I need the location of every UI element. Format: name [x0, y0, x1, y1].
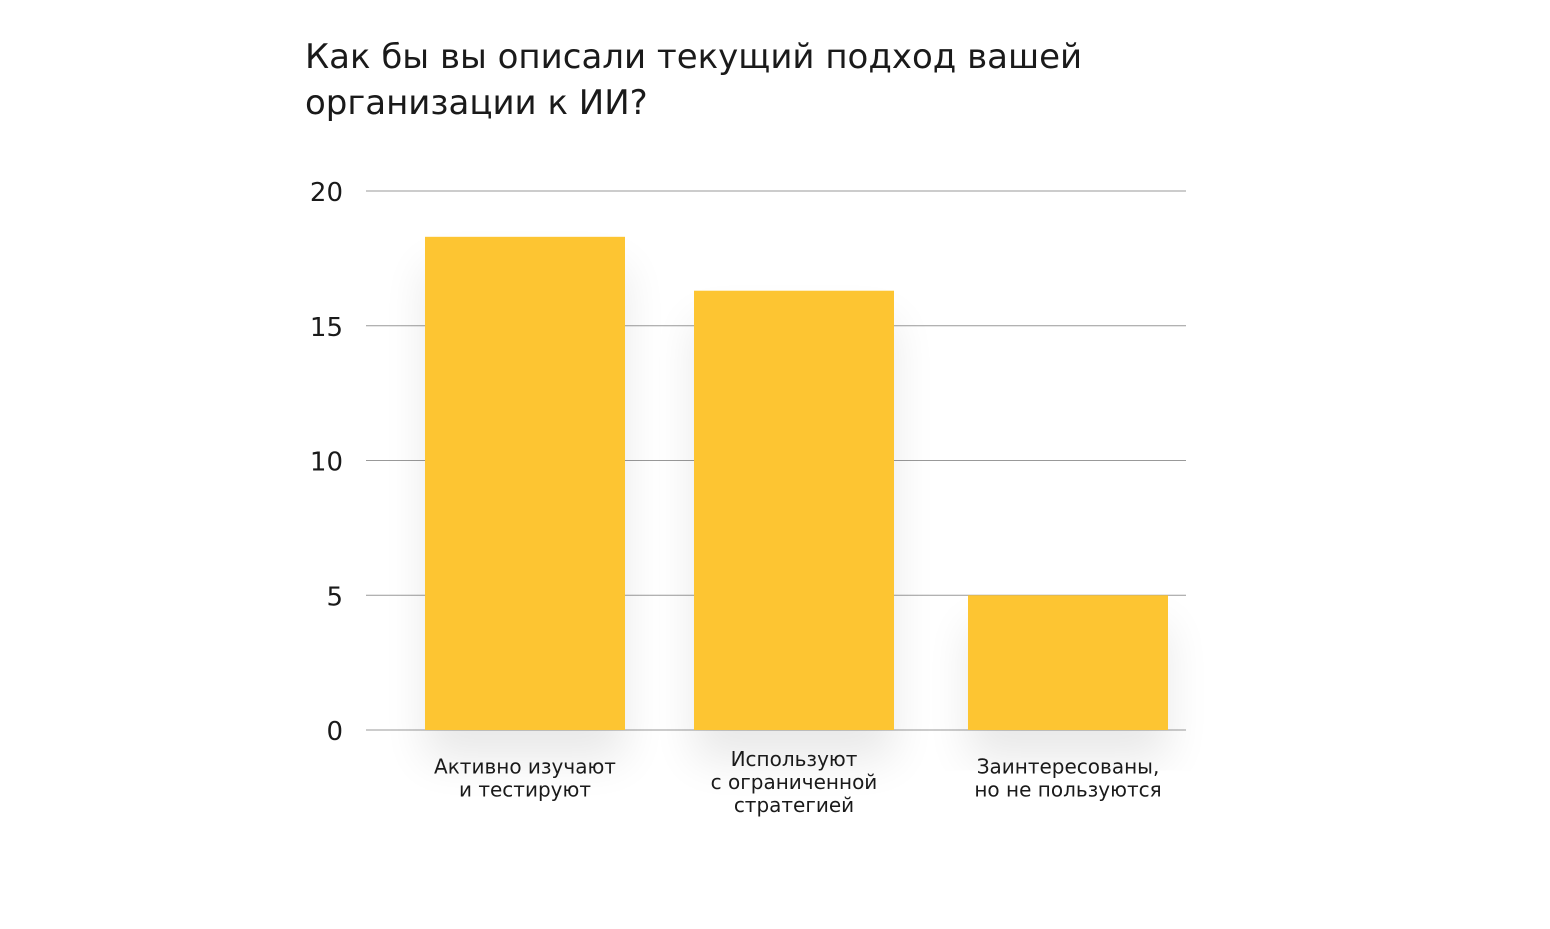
- y-tick-label: 15: [310, 313, 343, 343]
- y-tick-label: 20: [310, 178, 343, 208]
- category-label-line: Активно изучают: [434, 755, 616, 779]
- category-label-line: и тестируют: [459, 778, 591, 802]
- category-label-line: но не пользуются: [974, 778, 1161, 802]
- y-tick-label: 10: [310, 448, 343, 478]
- category-label-line: Заинтересованы,: [977, 755, 1160, 779]
- category-label: Заинтересованы,но не пользуются: [974, 755, 1161, 802]
- y-tick-label: 5: [326, 582, 343, 612]
- category-label-line: стратегией: [734, 793, 854, 817]
- bar: [425, 236, 625, 730]
- bars: [425, 236, 1168, 730]
- bar: [694, 290, 894, 730]
- chart-title: Как бы вы описали текущий подход вашей о…: [305, 37, 1083, 123]
- y-tick-label: 0: [326, 717, 343, 747]
- category-label-line: с ограниченной: [711, 770, 878, 794]
- bar: [968, 595, 1168, 730]
- y-axis-ticks: 0 5 10 15 20: [310, 178, 343, 747]
- category-label-line: Используют: [731, 747, 858, 771]
